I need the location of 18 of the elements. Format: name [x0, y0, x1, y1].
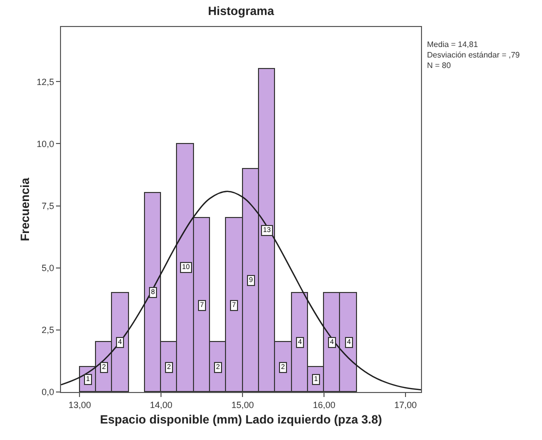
- text: Desviación estándar = ,79: [427, 50, 520, 60]
- text: N = 80: [427, 60, 452, 70]
- x-tick-label: 13,00: [68, 400, 91, 410]
- y-tick-label: 12,5: [36, 76, 54, 87]
- y-tick-label: 5,0: [42, 263, 54, 273]
- x-tick-label: 17,00: [394, 400, 417, 410]
- y-tick-label: 2,5: [42, 325, 54, 336]
- y-tick-label: 0,0: [42, 387, 54, 398]
- x-tick-label: 15,00: [231, 400, 254, 410]
- chart-title: Histograma: [208, 4, 274, 18]
- y-axis-title: Frecuencia: [18, 178, 32, 242]
- y-tick-label: 7,5: [42, 200, 54, 211]
- x-tick-label: 14,00: [150, 400, 172, 410]
- y-tick-label: 10,0: [36, 138, 54, 149]
- text: Media = 14,81: [427, 40, 478, 49]
- x-tick-label: 16,00: [312, 400, 336, 410]
- x-axis-title: Espacio disponible (mm) Lado izquierdo (pza 3.8): [100, 412, 382, 427]
- line-series: [61, 190, 421, 390]
